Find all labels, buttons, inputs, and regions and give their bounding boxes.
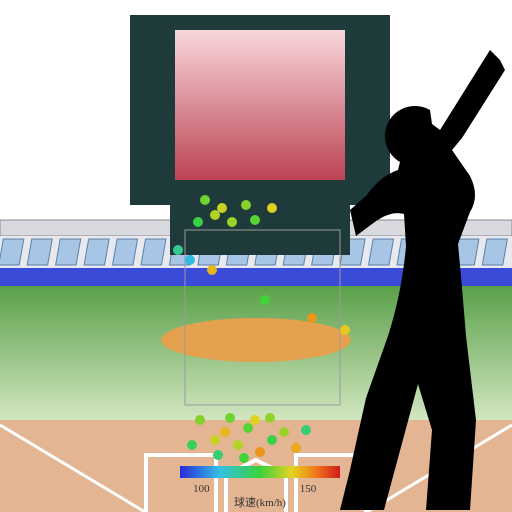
pitch-dot: [255, 447, 265, 457]
pitch-dot: [217, 203, 227, 213]
colorbar-tick: 150: [300, 483, 317, 495]
pitch-dot: [173, 245, 183, 255]
pitch-dot: [207, 265, 217, 275]
pitch-dot: [210, 435, 220, 445]
pitch-dot: [213, 450, 223, 460]
pitch-dot: [241, 200, 251, 210]
pitch-dot: [279, 427, 289, 437]
pitch-dot: [185, 255, 195, 265]
pitch-dot: [250, 415, 260, 425]
pitch-dot: [243, 423, 253, 433]
pitch-dot: [193, 217, 203, 227]
pitch-location-chart: { "canvas": { "width": 512, "height": 51…: [0, 0, 512, 512]
pitch-dot: [239, 453, 249, 463]
colorbar-tick: 100: [193, 483, 210, 495]
pitch-dot: [301, 425, 311, 435]
pitch-dot: [340, 325, 350, 335]
colorbar: [180, 466, 340, 478]
colorbar-label: 球速(km/h): [234, 495, 286, 509]
pitch-dot: [267, 435, 277, 445]
pitch-dot: [291, 443, 301, 453]
pitch-dot: [250, 215, 260, 225]
pitch-dot: [307, 313, 317, 323]
pitch-dot: [200, 195, 210, 205]
pitch-dot: [225, 413, 235, 423]
pitch-dot: [187, 440, 197, 450]
pitch-dot: [260, 295, 270, 305]
pitch-dot: [267, 203, 277, 213]
pitch-dot: [227, 217, 237, 227]
pitch-dot: [220, 427, 230, 437]
pitch-dot: [233, 440, 243, 450]
pitch-dot: [265, 413, 275, 423]
pitch-dot: [195, 415, 205, 425]
